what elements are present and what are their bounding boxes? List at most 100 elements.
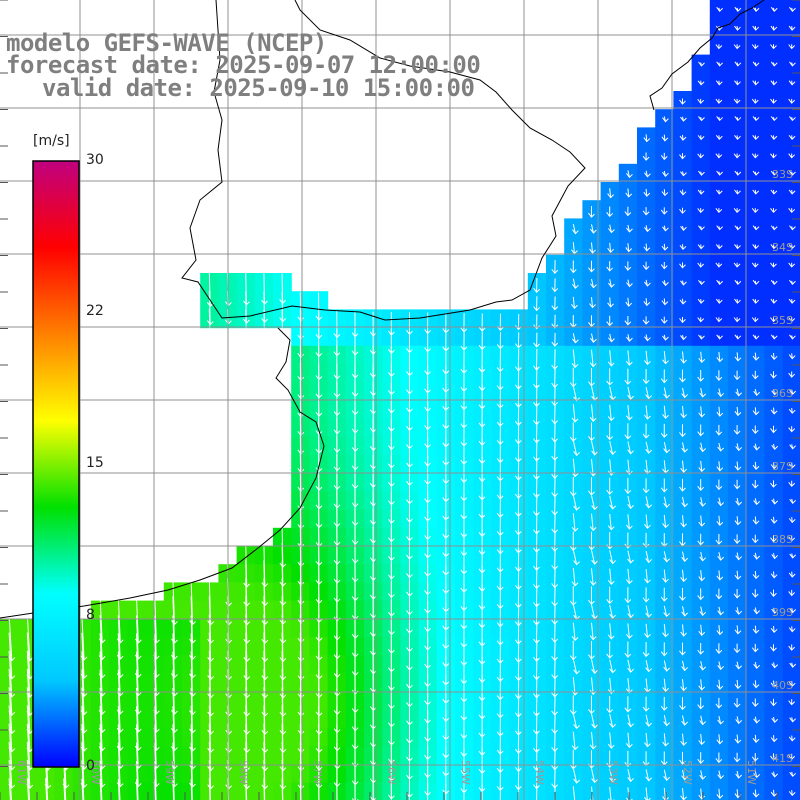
- wind-arrow-head: [735, 719, 743, 725]
- wind-arrow-head: [608, 228, 615, 234]
- wind-arrow-head: [571, 303, 578, 310]
- wind-arrow-head: [733, 484, 741, 490]
- wind-arrow: [26, 760, 31, 800]
- wind-arrow-head: [679, 486, 686, 492]
- wind-arrow: [136, 633, 139, 678]
- wind-arrow-head: [189, 638, 196, 644]
- wind-arrow: [609, 768, 614, 782]
- wind-arrow: [190, 615, 193, 660]
- wind-arrow: [736, 461, 739, 471]
- wind-arrow-head: [662, 359, 669, 365]
- wind-arrow: [718, 406, 721, 417]
- latitude-label: 38S: [772, 533, 793, 546]
- wind-arrow: [572, 731, 576, 750]
- wind-arrow-head: [207, 675, 214, 681]
- wind-arrow-head: [662, 686, 669, 693]
- wind-arrow: [81, 633, 85, 679]
- wind-arrow: [663, 660, 668, 672]
- wind-arrow: [718, 715, 722, 725]
- wind-arrow-head: [645, 448, 652, 454]
- wind-arrow-head: [625, 360, 633, 366]
- wind-cell: [673, 709, 693, 729]
- wind-arrow: [81, 724, 85, 770]
- wind-cell: [0, 746, 19, 765]
- wind-arrow: [736, 570, 739, 580]
- wind-arrow: [627, 732, 630, 748]
- wind-arrow: [645, 350, 648, 365]
- wind-arrow: [754, 352, 757, 361]
- wind-arrow: [718, 515, 721, 526]
- wind-arrow: [700, 515, 703, 527]
- wind-arrow: [645, 769, 650, 781]
- wind-arrow-head: [606, 653, 613, 659]
- wind-arrow-head: [733, 375, 741, 381]
- wind-arrow-head: [645, 721, 652, 727]
- wind-arrow: [609, 513, 612, 530]
- wind-arrow-head: [789, 444, 797, 450]
- valid-date: valid date: 2025-09-10 15:00:00: [42, 74, 475, 102]
- wind-arrow: [172, 578, 175, 625]
- wind-arrow-head: [753, 554, 761, 560]
- wind-arrow: [700, 351, 703, 363]
- wind-arrow-head: [733, 648, 741, 654]
- wind-arrow-head: [697, 298, 705, 304]
- longitude-label: 51W: [745, 760, 758, 785]
- wind-arrow: [117, 651, 121, 696]
- wind-cell: [600, 600, 620, 620]
- wind-arrow: [754, 789, 757, 797]
- wind-arrow-head: [788, 591, 796, 597]
- wind-arrow-head: [734, 244, 741, 250]
- wind-arrow-head: [734, 189, 741, 195]
- wind-arrow-head: [734, 6, 742, 12]
- wind-arrow-head: [679, 432, 686, 438]
- wind-arrow-head: [589, 362, 597, 368]
- wind-arrow-head: [770, 409, 778, 415]
- wind-arrow: [26, 705, 31, 752]
- wind-arrow: [718, 497, 722, 506]
- longitude-label: 61W: [15, 760, 28, 785]
- wind-arrow-head: [591, 668, 598, 674]
- wind-arrow: [318, 779, 320, 800]
- wind-arrow-head: [609, 613, 616, 619]
- wind-arrow: [700, 788, 703, 800]
- wind-arrow: [26, 778, 30, 800]
- wind-arrow: [627, 495, 632, 509]
- wind-arrow-head: [680, 171, 687, 177]
- wind-arrow-head: [751, 208, 759, 214]
- wind-arrow-head: [571, 363, 579, 369]
- wind-arrow: [663, 405, 667, 419]
- colorbar-tick-15: 15: [86, 455, 104, 471]
- wind-arrow-head: [771, 554, 779, 560]
- wind-arrow-head: [679, 135, 687, 141]
- wind-arrow-head: [660, 155, 668, 161]
- wind-arrow-head: [171, 673, 178, 679]
- wind-arrow: [117, 687, 121, 733]
- wind-arrow-head: [642, 597, 650, 603]
- wind-arrow-head: [788, 354, 796, 360]
- wind-arrow-head: [626, 173, 633, 179]
- wind-arrow-head: [551, 341, 559, 347]
- wind-arrow-head: [716, 225, 723, 231]
- wind-arrow: [682, 569, 685, 582]
- wind-arrow-head: [715, 208, 723, 214]
- wind-arrow: [609, 550, 614, 564]
- wind-arrow: [627, 768, 632, 782]
- wind-arrow: [591, 713, 596, 728]
- wind-arrow: [700, 570, 703, 581]
- wind-arrow-head: [588, 267, 595, 273]
- wind-arrow-head: [735, 773, 743, 779]
- wind-arrow-head: [698, 225, 705, 231]
- wind-arrow: [117, 615, 121, 660]
- wind-arrow-head: [698, 685, 706, 691]
- wind-arrow-head: [752, 334, 760, 340]
- wind-arrow: [609, 732, 612, 749]
- coastline-north-path: [649, 0, 765, 111]
- wind-cell: [0, 728, 19, 747]
- wind-arrow: [591, 386, 596, 401]
- wind-arrow-head: [698, 630, 706, 636]
- wind-arrow-head: [189, 673, 196, 679]
- wind-arrow-head: [716, 739, 724, 745]
- wind-arrow-head: [752, 410, 760, 416]
- wind-arrow-head: [189, 746, 196, 752]
- wind-arrow-head: [770, 134, 778, 141]
